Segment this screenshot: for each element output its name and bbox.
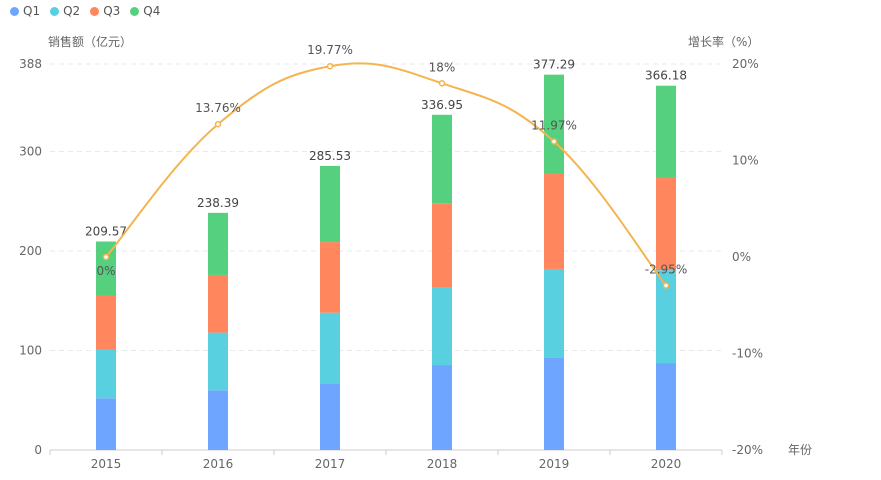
- growth-point: [662, 282, 670, 289]
- bar-q1-2017: [320, 383, 340, 450]
- y-tick-label: 300: [19, 145, 42, 159]
- total-label: 285.53: [309, 149, 351, 163]
- bar-q3-2019: [544, 173, 564, 269]
- growth-label: 0%: [96, 264, 115, 278]
- legend-label: Q2: [63, 4, 81, 18]
- legend-dot-icon: [130, 6, 140, 16]
- bar-q1-2015: [96, 398, 116, 450]
- legend-dot-icon: [90, 6, 100, 16]
- total-label: 209.57: [85, 225, 127, 239]
- y2-tick-label: -10%: [732, 347, 763, 361]
- bar-q3-2020: [656, 177, 676, 271]
- y-tick-label: 100: [19, 344, 42, 358]
- growth-label: -2.95%: [645, 262, 687, 276]
- y2-tick-label: -20%: [732, 443, 763, 457]
- growth-point: [214, 120, 222, 128]
- legend-label: Q1: [23, 4, 41, 18]
- legend-item-q3[interactable]: Q3: [90, 4, 120, 18]
- growth-rate-line: [105, 62, 667, 287]
- total-label: 336.95: [421, 98, 463, 112]
- growth-point: [102, 253, 110, 261]
- bar-q3-2016: [208, 274, 228, 333]
- legend-dot-icon: [10, 6, 19, 16]
- legend-item-q4[interactable]: Q4: [130, 4, 160, 18]
- bar-q4-2015: [96, 241, 116, 296]
- bar-q3-2018: [432, 203, 452, 288]
- y2-tick-label: 0%: [732, 250, 751, 264]
- growth-label: 18%: [429, 60, 456, 74]
- y2-axis-title: 增长率（%）: [688, 34, 759, 49]
- bar-q1-2019: [544, 357, 564, 450]
- growth-label: 11.97%: [531, 118, 577, 132]
- x-tick-label: 2016: [203, 457, 234, 471]
- legend: Q1 Q2 Q3 Q4: [10, 4, 160, 18]
- total-label: 238.39: [197, 196, 239, 210]
- legend-dot-icon: [50, 6, 60, 16]
- y-tick-label: 388: [19, 57, 42, 71]
- y-tick-label: 200: [19, 244, 42, 258]
- bar-q2-2018: [432, 287, 452, 366]
- x-tick-label: 2020: [651, 457, 682, 471]
- bar-q1-2018: [432, 365, 452, 450]
- bar-q2-2016: [208, 332, 228, 391]
- bar-q4-2017: [320, 165, 340, 243]
- bar-q4-2020: [656, 85, 676, 178]
- y-axis-title: 销售额（亿元）: [48, 34, 132, 49]
- bar-q1-2016: [208, 390, 228, 450]
- bar-q2-2019: [544, 268, 564, 358]
- bar-q4-2019: [544, 74, 564, 174]
- x-axis-title: 年份: [788, 443, 812, 457]
- legend-label: Q3: [103, 4, 121, 18]
- growth-point: [438, 80, 446, 87]
- growth-label: 13.76%: [195, 101, 241, 115]
- y-tick-label: 0: [34, 443, 42, 457]
- bar-q2-2017: [320, 312, 340, 384]
- legend-item-q2[interactable]: Q2: [50, 4, 80, 18]
- legend-item-q1[interactable]: Q1: [10, 4, 40, 18]
- x-tick-label: 2015: [91, 457, 122, 471]
- growth-point: [326, 62, 334, 70]
- bar-q3-2017: [320, 242, 340, 313]
- y2-tick-label: 10%: [732, 154, 759, 168]
- bar-q3-2015: [96, 295, 116, 350]
- growth-point: [550, 138, 558, 145]
- y2-tick-label: 20%: [732, 57, 759, 71]
- bar-q2-2015: [96, 349, 116, 399]
- x-tick-label: 2019: [539, 457, 570, 471]
- x-tick-label: 2017: [315, 457, 346, 471]
- bar-q4-2018: [432, 114, 452, 204]
- x-tick-label: 2018: [427, 457, 458, 471]
- growth-label: 19.77%: [307, 43, 353, 57]
- bar-q4-2016: [208, 212, 228, 275]
- bar-q1-2020: [656, 363, 676, 450]
- total-label: 377.29: [533, 58, 575, 72]
- legend-label: Q4: [143, 4, 161, 18]
- bar-q2-2020: [656, 270, 676, 364]
- total-label: 366.18: [645, 69, 687, 83]
